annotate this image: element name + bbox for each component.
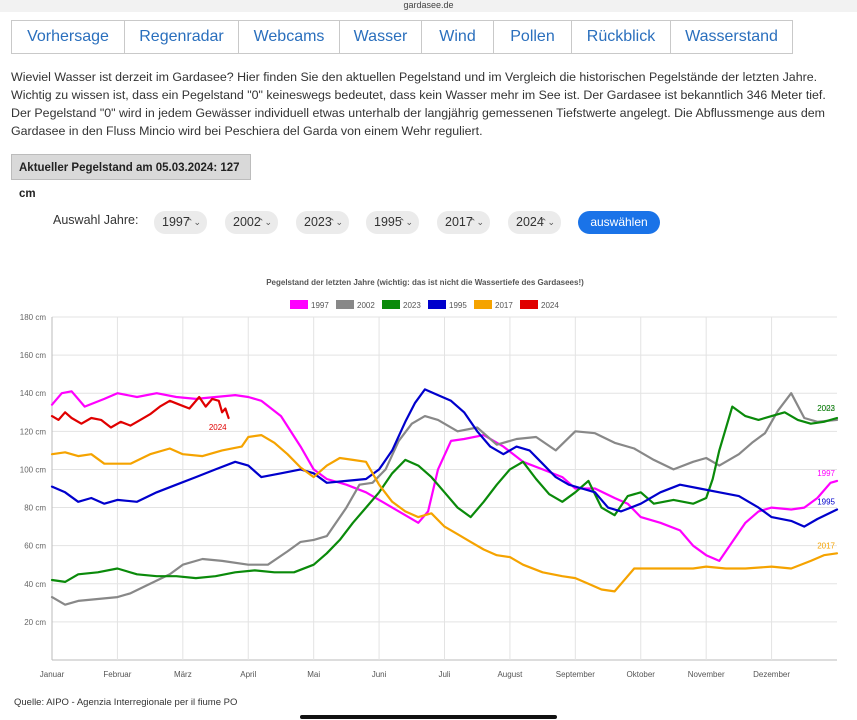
series-end-label: 1995 [817, 497, 835, 506]
current-level-badge: Aktueller Pegelstand am 05.03.2024: 127 … [11, 154, 251, 200]
series-end-label: 2002 [817, 404, 835, 413]
x-axis: Januar Februar März April Mai Juni Juli August S… [40, 670, 791, 679]
y-tick-label: 80 cm [24, 504, 46, 513]
nav-wasser[interactable]: Wasser [340, 21, 422, 53]
updown-chevron-icon: ⌃⌄ [397, 217, 413, 227]
browser-url-bar: gardasee.de [0, 0, 857, 12]
nav-wasserstand[interactable]: Wasserstand [685, 28, 778, 45]
updown-chevron-icon: ⌃⌄ [468, 217, 484, 227]
chart-legend[interactable]: 1997 2002 2023 1995 2017 2024 [290, 300, 559, 310]
legend-label: 1997 [311, 301, 329, 310]
x-tick-label: November [688, 670, 725, 679]
nav-wind[interactable]: Wind [422, 21, 494, 53]
legend-swatch [336, 300, 354, 309]
water-level-chart: Pegelstand der letzten Jahre (wichtig: d… [20, 278, 839, 679]
nav-pollen[interactable]: Pollen [494, 21, 572, 53]
chart-title: Pegelstand der letzten Jahre (wichtig: d… [266, 278, 584, 287]
legend-swatch [382, 300, 400, 309]
source-note: Quelle: AIPO - Agenzia Interregionale pe… [14, 697, 238, 708]
x-tick-label: Februar [103, 670, 131, 679]
updown-chevron-icon: ⌃⌄ [539, 217, 555, 227]
series-end-label: 1997 [817, 469, 835, 478]
intro-text: Wieviel Wasser ist derzeit im Gardasee? … [11, 70, 826, 138]
legend-swatch [428, 300, 446, 309]
series-line-1997 [50, 390, 839, 562]
x-tick-label: März [174, 670, 192, 679]
y-tick-label: 20 cm [24, 618, 46, 627]
chart-grid [51, 316, 837, 661]
y-tick-label: 60 cm [24, 542, 46, 551]
updown-chevron-icon: ⌃⌄ [185, 217, 201, 227]
y-tick-label: 180 cm [20, 313, 47, 322]
legend-swatch [474, 300, 492, 309]
nav-rueckblick[interactable]: Rückblick [572, 21, 671, 53]
y-tick-label: 140 cm [20, 389, 47, 398]
x-tick-label: Januar [40, 670, 65, 679]
series-line-2023 [50, 405, 839, 583]
y-axis: 20 cm 40 cm 60 cm 80 cm 100 cm 120 cm 140 cm 16… [20, 313, 47, 627]
x-tick-label: Juli [438, 670, 450, 679]
legend-label: 1995 [449, 301, 467, 310]
legend-label: 2002 [357, 301, 375, 310]
x-tick-label: September [556, 670, 595, 679]
series-line-2024 [50, 395, 230, 429]
legend-swatch [520, 300, 538, 309]
year-select-4[interactable]: 1995 ⌃⌄ [366, 211, 419, 234]
year-select-3[interactable]: 2023 ⌃⌄ [296, 211, 349, 234]
year-selection-label: Auswahl Jahre: [53, 213, 139, 227]
home-indicator [300, 715, 557, 719]
x-tick-label: August [497, 670, 523, 679]
nav-vorhersage[interactable]: Vorhersage [12, 21, 125, 53]
legend-swatch [290, 300, 308, 309]
updown-chevron-icon: ⌃⌄ [327, 217, 343, 227]
main-nav: Vorhersage Regenradar Webcams Wasser Win… [11, 20, 793, 54]
series-line-2002 [50, 392, 839, 606]
series-line-1995 [50, 388, 839, 528]
x-tick-label: Juni [372, 670, 387, 679]
x-tick-label: Mai [307, 670, 320, 679]
x-tick-label: Oktober [627, 670, 656, 679]
year-select-1[interactable]: 1997 ⌃⌄ [154, 211, 207, 234]
year-select-6[interactable]: 2024 ⌃⌄ [508, 211, 561, 234]
y-tick-label: 120 cm [20, 427, 47, 436]
series-end-label: 2023 [817, 404, 835, 413]
series-end-label: 2017 [817, 541, 835, 550]
year-select-5[interactable]: 2017 ⌃⌄ [437, 211, 490, 234]
updown-chevron-icon: ⌃⌄ [256, 217, 272, 227]
series-end-label: 2024 [209, 423, 227, 432]
legend-label: 2017 [495, 301, 513, 310]
y-tick-label: 160 cm [20, 351, 47, 360]
y-tick-label: 40 cm [24, 580, 46, 589]
x-tick-label: Dezember [753, 670, 790, 679]
chart-series [50, 388, 839, 606]
series-line-2017 [50, 434, 839, 593]
nav-regenradar[interactable]: Regenradar [125, 21, 239, 53]
nav-webcams[interactable]: Webcams [239, 21, 340, 53]
year-select-2[interactable]: 2002 ⌃⌄ [225, 211, 278, 234]
legend-label: 2024 [541, 301, 559, 310]
y-tick-label: 100 cm [20, 465, 47, 474]
select-years-button[interactable]: auswählen [578, 211, 660, 234]
x-tick-label: April [240, 670, 256, 679]
legend-label: 2023 [403, 301, 421, 310]
url-text: gardasee.de [403, 0, 454, 10]
